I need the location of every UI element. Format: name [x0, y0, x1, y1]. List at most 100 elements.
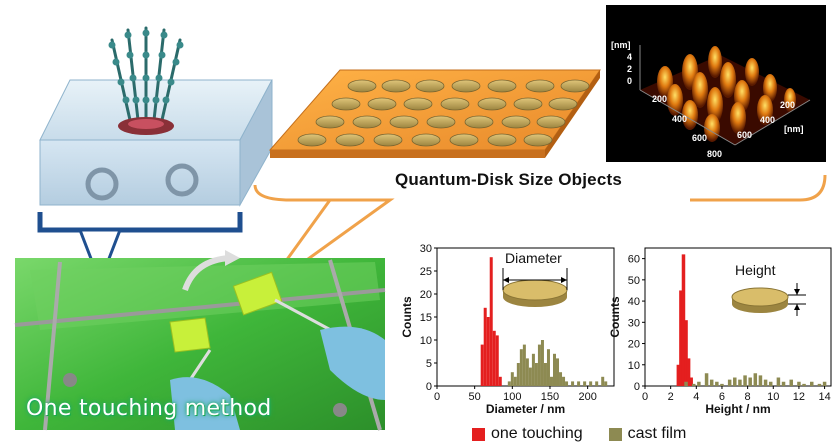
bar — [519, 349, 523, 386]
y-tick-label: 0 — [426, 381, 432, 393]
x-tick-label: 4 — [693, 391, 699, 403]
bar — [709, 379, 714, 386]
bar — [733, 377, 737, 386]
bar — [691, 383, 696, 386]
x-tick-label: 10 — [767, 391, 779, 403]
afm-z-unit: [nm] — [611, 40, 631, 50]
bar — [684, 381, 688, 386]
bar — [686, 358, 691, 386]
afm-x-tick: 800 — [707, 149, 723, 159]
bar — [689, 377, 693, 386]
afm-y-tick: 400 — [672, 114, 688, 124]
bar — [604, 381, 608, 386]
figure-title: Quantum-Disk Size Objects — [395, 170, 622, 189]
x-tick-label: 2 — [668, 391, 674, 403]
bar — [498, 376, 502, 386]
x-tick-label: 100 — [503, 391, 521, 403]
bar — [715, 381, 719, 386]
bar — [681, 254, 686, 386]
legend: one touching cast film — [472, 425, 686, 443]
bar — [753, 373, 758, 386]
bar — [480, 344, 484, 386]
y-tick-label: 5 — [426, 358, 432, 370]
photo-caption: One touching method — [26, 396, 272, 421]
bar — [556, 358, 560, 386]
y-axis-label: Counts — [608, 296, 622, 338]
x-tick-label: 8 — [745, 391, 751, 403]
bar — [549, 376, 553, 386]
x-tick-label: 0 — [642, 391, 648, 403]
bar — [507, 381, 511, 386]
y-tick-label: 30 — [420, 243, 432, 255]
afm-x-tick: 600 — [737, 130, 753, 140]
y-tick-label: 15 — [420, 312, 432, 324]
y-tick-label: 20 — [628, 339, 640, 351]
y-tick-label: 60 — [628, 254, 640, 266]
legend-label: cast film — [627, 425, 687, 442]
diameter-inset-label: Diameter — [505, 250, 562, 266]
bar — [552, 353, 556, 386]
bar — [781, 381, 786, 386]
bar — [768, 381, 773, 386]
diameter-disk-icon — [502, 268, 568, 307]
x-axis-label: Diameter / nm — [486, 402, 565, 416]
x-tick-label: 12 — [793, 391, 805, 403]
bar — [489, 257, 493, 386]
bar — [738, 379, 742, 386]
bar — [797, 381, 801, 386]
x-tick-label: 14 — [818, 391, 830, 403]
photo-panel — [14, 250, 386, 431]
bar — [758, 375, 763, 386]
bar — [676, 364, 681, 386]
bar — [492, 330, 496, 386]
y-tick-label: 10 — [628, 360, 640, 372]
afm-z-tick: 4 — [627, 52, 633, 62]
bar — [510, 372, 514, 386]
height-disk-icon — [731, 283, 806, 316]
afm-y-tick: 200 — [652, 94, 668, 104]
bar — [697, 381, 701, 386]
bar — [589, 381, 593, 386]
y-tick-label: 30 — [628, 317, 640, 329]
bar — [601, 376, 605, 386]
afm-z-tick: 0 — [627, 76, 633, 86]
bracket-line — [37, 212, 243, 233]
bar — [537, 344, 541, 386]
orange-bracket — [253, 174, 827, 202]
x-tick-label: 200 — [578, 391, 596, 403]
bar — [822, 381, 827, 386]
y-tick-label: 20 — [420, 289, 432, 301]
height-inset-label: Height — [735, 262, 776, 278]
x-axis-label: Height / nm — [705, 402, 770, 416]
callout-pointer — [77, 228, 123, 287]
y-tick-label: 50 — [628, 275, 640, 287]
bar — [595, 381, 599, 386]
bar — [743, 375, 747, 386]
bar — [534, 363, 538, 386]
bar — [789, 379, 793, 386]
afm-z-tick: 2 — [627, 64, 633, 74]
afm-image — [606, 5, 826, 162]
bar — [540, 340, 544, 386]
molecule-box — [39, 26, 273, 207]
bar — [516, 363, 520, 386]
bar — [513, 376, 517, 386]
afm-x-tick: 200 — [780, 100, 796, 110]
bar — [565, 381, 569, 386]
legend-swatch-one-touching — [472, 427, 485, 441]
bar — [531, 353, 535, 386]
bar — [559, 372, 563, 386]
bar — [802, 383, 806, 386]
afm-xy-unit: [nm] — [784, 124, 804, 134]
bar — [571, 381, 575, 386]
bar — [817, 383, 822, 386]
x-tick-label: 0 — [434, 391, 440, 403]
afm-y-tick: 600 — [692, 133, 708, 143]
x-tick-label: 150 — [541, 391, 559, 403]
y-tick-label: 40 — [628, 296, 640, 308]
bar — [562, 376, 566, 386]
legend-label: one touching — [491, 425, 583, 442]
bar — [528, 367, 532, 386]
